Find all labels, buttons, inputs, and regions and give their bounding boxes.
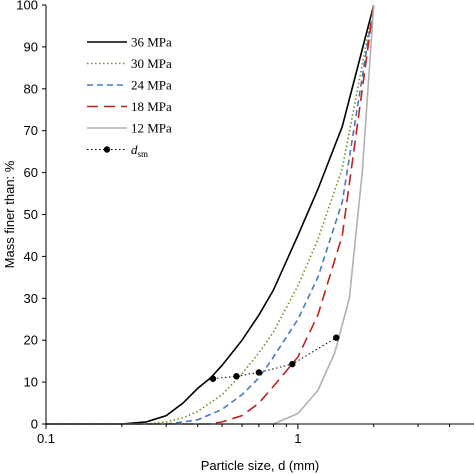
x-tick-label: 1	[294, 431, 301, 446]
series-line-0	[46, 4, 375, 425]
series-layer	[46, 4, 375, 425]
y-tick-label: 90	[24, 39, 38, 54]
y-tick-label: 0	[31, 417, 38, 432]
legend-marker	[103, 146, 111, 153]
marker-point	[289, 360, 296, 368]
marker-point	[333, 334, 340, 341]
plot-area	[46, 5, 474, 424]
y-tick-label: 50	[24, 207, 38, 222]
legend-label: 36 MPa	[131, 35, 172, 50]
series-line-3	[46, 4, 375, 425]
x-tick-label: 0.1	[37, 431, 55, 446]
y-axis-title: Mass finer than: %	[2, 160, 17, 268]
axes-layer: 0 10 20 30 40 50 60 70 80 90 100 0.1 1	[16, 0, 474, 446]
legend-label: 18 MPa	[131, 99, 172, 114]
series-line-2	[46, 4, 375, 425]
legend-label: 12 MPa	[131, 121, 172, 136]
marker-point	[233, 373, 240, 380]
plot-background	[46, 5, 474, 424]
y-tick-label: 10	[24, 375, 38, 390]
legend: 36 MPa 30 MPa 24 MPa 18 MPa 12 MPa dsm	[87, 35, 172, 159]
y-tick-label: 80	[24, 81, 38, 96]
y-tick-label: 30	[24, 291, 38, 306]
y-tick-label: 20	[24, 333, 38, 348]
y-tick-label: 40	[24, 249, 38, 264]
marker-point	[209, 375, 217, 382]
y-tick-label: 70	[24, 123, 38, 138]
legend-label: dsm	[131, 142, 148, 159]
y-tick-label: 100	[16, 0, 38, 13]
y-tick-label: 60	[24, 165, 38, 180]
series-line-4	[46, 4, 375, 425]
series-line-1	[46, 4, 375, 425]
x-axis-title: Particle size, d (mm)	[201, 458, 319, 473]
legend-label: 30 MPa	[131, 56, 172, 71]
legend-label: 24 MPa	[131, 78, 172, 93]
marker-point	[255, 369, 263, 376]
